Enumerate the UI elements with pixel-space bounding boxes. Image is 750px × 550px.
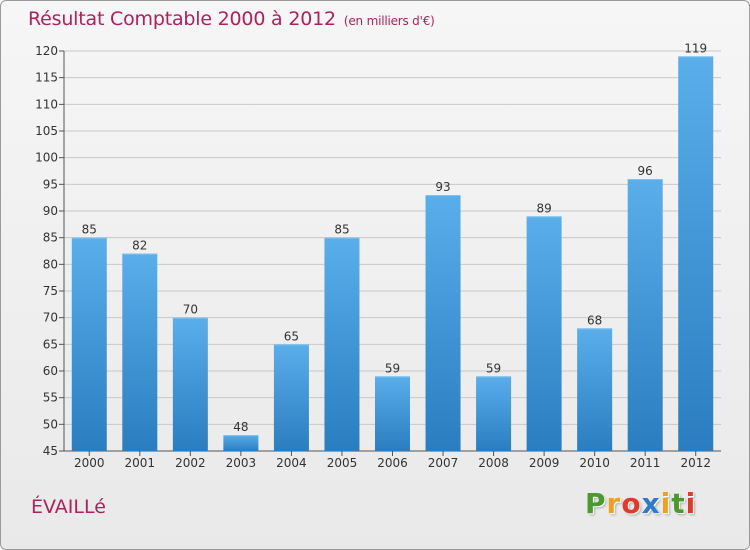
- y-tick-label: 55: [43, 391, 58, 405]
- bar: [223, 435, 259, 451]
- bar-value-label: 68: [587, 313, 602, 327]
- bar-value-label: 48: [233, 420, 248, 434]
- x-tick-label: 2009: [529, 456, 560, 470]
- y-tick-label: 120: [35, 44, 58, 58]
- bar: [577, 328, 613, 451]
- bar-value-label: 89: [536, 201, 551, 215]
- brand-letter: i: [660, 487, 672, 520]
- bar: [526, 216, 562, 451]
- y-tick-label: 80: [43, 257, 58, 271]
- x-tick-label: 2004: [276, 456, 307, 470]
- y-tick-label: 90: [43, 204, 58, 218]
- bar-value-label: 93: [435, 180, 450, 194]
- x-tick-label: 2005: [327, 456, 358, 470]
- bar-value-label: 85: [334, 223, 349, 237]
- y-tick-label: 100: [35, 151, 58, 165]
- x-tick-label: 2010: [579, 456, 610, 470]
- brand-logo: Proxiti: [585, 487, 696, 520]
- bar: [172, 317, 208, 451]
- y-tick-label: 105: [35, 124, 58, 138]
- bar: [122, 253, 158, 451]
- bar: [375, 376, 410, 451]
- x-tick-label: 2007: [428, 456, 459, 470]
- bar: [273, 344, 309, 451]
- brand-letter: P: [585, 487, 607, 520]
- bar-value-label: 70: [183, 303, 198, 317]
- brand-letter: t: [671, 487, 686, 520]
- bar: [678, 56, 714, 451]
- x-tick-label: 2011: [630, 456, 661, 470]
- brand-letter: i: [685, 487, 697, 520]
- y-tick-label: 95: [43, 177, 58, 191]
- x-tick-label: 2002: [175, 456, 206, 470]
- y-tick-label: 75: [43, 284, 58, 298]
- x-tick-label: 2003: [226, 456, 257, 470]
- y-tick-label: 110: [35, 97, 58, 111]
- x-tick-label: 2006: [377, 456, 408, 470]
- bar-value-label: 59: [385, 361, 400, 375]
- chart-subtitle: (en milliers d'€): [343, 14, 435, 28]
- y-tick-label: 70: [43, 311, 58, 325]
- y-tick-label: 115: [35, 71, 58, 85]
- bar: [627, 179, 663, 451]
- y-tick-label: 85: [43, 231, 58, 245]
- x-tick-label: 2008: [478, 456, 509, 470]
- bar: [425, 195, 461, 451]
- y-tick-label: 45: [43, 444, 58, 458]
- brand-letter: o: [621, 487, 642, 520]
- bar-value-label: 65: [284, 329, 299, 343]
- y-tick-label: 60: [43, 364, 58, 378]
- brand-letter: r: [606, 487, 622, 520]
- y-tick-label: 50: [43, 417, 58, 431]
- x-tick-label: 2000: [74, 456, 105, 470]
- bar: [71, 237, 107, 451]
- bar: [324, 237, 360, 451]
- brand-letter: x: [641, 487, 661, 520]
- title-text: Résultat Comptable 2000 à 2012: [28, 8, 336, 30]
- bar-value-label: 96: [638, 164, 653, 178]
- bar: [476, 376, 512, 451]
- chart-title: Résultat Comptable 2000 à 2012 (en millie…: [28, 8, 435, 30]
- x-tick-label: 2012: [680, 456, 711, 470]
- x-tick-label: 2001: [125, 456, 156, 470]
- y-tick-label: 65: [43, 337, 58, 351]
- bar-value-label: 82: [132, 239, 147, 253]
- bar-value-label: 85: [82, 223, 97, 237]
- bar-value-label: 59: [486, 361, 501, 375]
- commune-name: ÉVAILLé: [31, 496, 106, 518]
- bar-value-label: 119: [684, 41, 707, 55]
